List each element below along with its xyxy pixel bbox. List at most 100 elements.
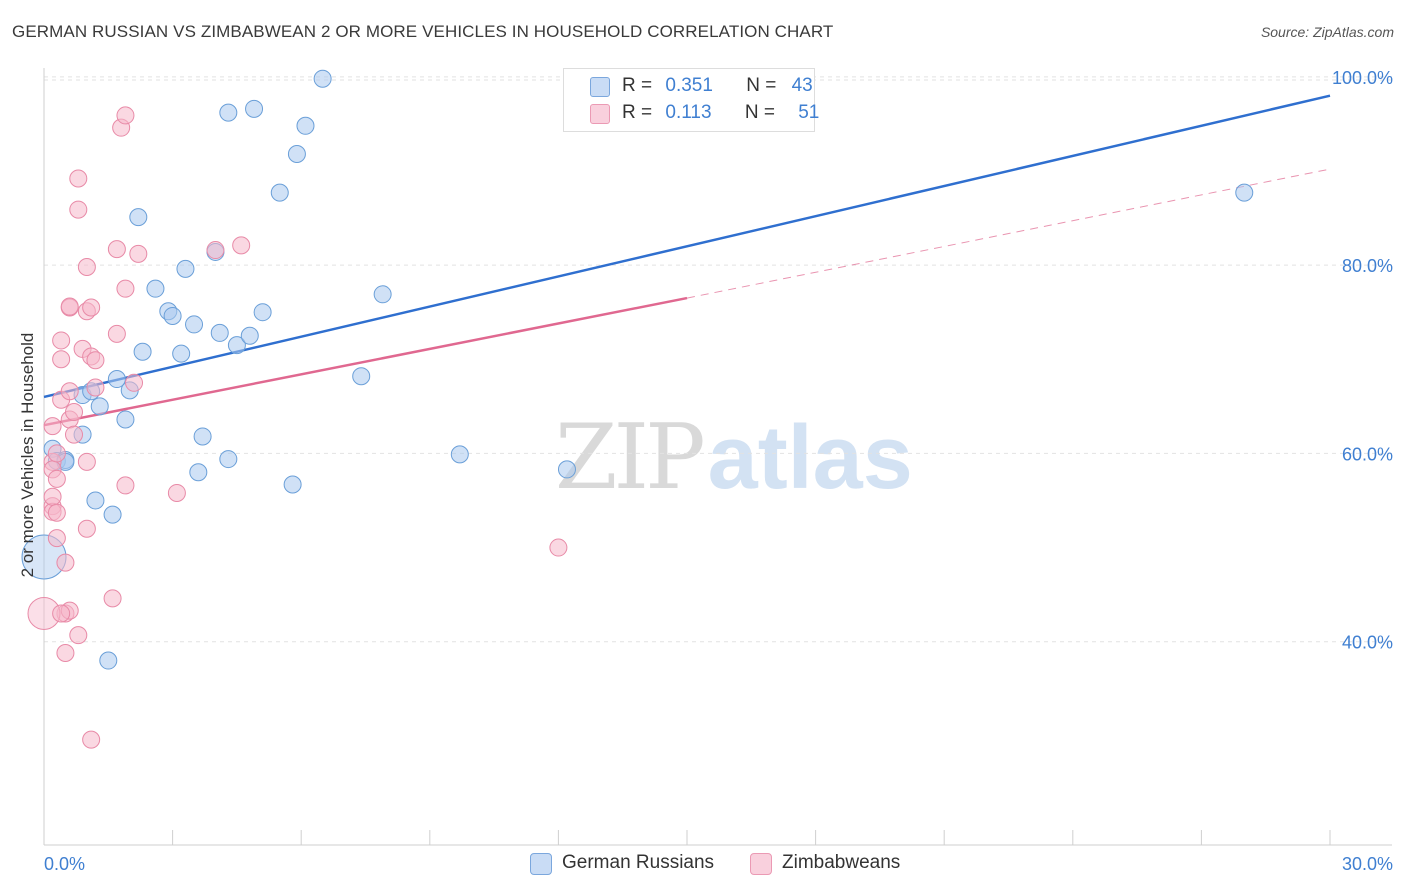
trend-line-zimbabweans [43, 296, 688, 427]
point-zimbabweans [60, 297, 79, 316]
point-german-russians [313, 69, 332, 88]
point-zimbabweans [129, 244, 148, 263]
point-german-russians [253, 303, 272, 322]
point-zimbabweans [69, 169, 88, 188]
point-german-russians [450, 445, 469, 464]
watermark-zip: ZIP [555, 405, 706, 510]
point-zimbabweans [77, 452, 96, 471]
bottom-legend-swatch [750, 853, 772, 875]
point-zimbabweans [56, 553, 75, 572]
point-german-russians [210, 323, 229, 342]
trend-line-german-russians [43, 94, 1331, 399]
point-zimbabweans [77, 519, 96, 538]
point-zimbabweans [82, 730, 101, 749]
point-zimbabweans [65, 425, 84, 444]
point-german-russians [90, 397, 109, 416]
point-german-russians [189, 463, 208, 482]
point-german-russians [86, 491, 105, 510]
legend-r-label: R = [622, 75, 653, 96]
point-zimbabweans [107, 324, 126, 343]
points-layer [21, 69, 1254, 749]
point-zimbabweans [43, 417, 62, 436]
point-german-russians [176, 259, 195, 278]
point-german-russians [373, 285, 392, 304]
point-german-russians [133, 342, 152, 361]
point-zimbabweans [86, 351, 105, 370]
point-german-russians [270, 183, 289, 202]
point-zimbabweans [69, 200, 88, 219]
x-tick-label-min: 0.0% [44, 854, 85, 874]
point-zimbabweans [56, 644, 75, 663]
point-german-russians [219, 103, 238, 122]
point-german-russians [193, 427, 212, 446]
legend-r-label: R = [622, 102, 653, 123]
y-tick-label: 100.0% [1332, 68, 1393, 88]
legend-n-label: N = [746, 75, 777, 96]
point-zimbabweans [69, 626, 88, 645]
watermark-atlas: atlas [707, 408, 913, 508]
point-german-russians [283, 475, 302, 494]
point-zimbabweans [82, 298, 101, 317]
y-tick-label: 60.0% [1342, 444, 1393, 464]
point-german-russians [185, 315, 204, 334]
point-zimbabweans [47, 503, 66, 522]
point-zimbabweans [47, 444, 66, 463]
point-zimbabweans [232, 236, 251, 255]
legend-n-value: 43 [791, 75, 813, 96]
point-zimbabweans [116, 476, 135, 495]
grid-layer [44, 76, 1392, 643]
point-zimbabweans [43, 487, 62, 506]
point-german-russians [129, 208, 148, 227]
point-zimbabweans [116, 106, 135, 125]
point-zimbabweans [52, 604, 71, 623]
trend-extension-zimbabweans [686, 168, 1331, 299]
point-zimbabweans [47, 469, 66, 488]
legend-r-value: 0.113 [665, 102, 712, 123]
legend-n-value: 51 [798, 102, 820, 123]
legend-swatch-german-russians [590, 77, 610, 97]
point-german-russians [296, 116, 315, 135]
point-german-russians [99, 651, 118, 670]
trend-layer [43, 94, 1331, 427]
bottom-legend-label: German Russians [562, 852, 715, 873]
point-german-russians [1235, 183, 1254, 202]
x-tick-label-max: 30.0% [1342, 854, 1393, 874]
point-zimbabweans [65, 402, 84, 421]
point-zimbabweans [103, 589, 122, 608]
point-german-russians [116, 410, 135, 429]
point-german-russians [107, 370, 126, 389]
point-zimbabweans [549, 538, 568, 557]
point-zimbabweans [52, 350, 71, 369]
point-german-russians [240, 326, 259, 345]
legend-r-value: 0.351 [665, 75, 713, 96]
stats-legend: R = 0.351 N = 43 R = 0.113 N = 51 [563, 68, 819, 132]
point-german-russians [227, 336, 246, 355]
chart-title: GERMAN RUSSIAN VS ZIMBABWEAN 2 OR MORE V… [12, 22, 834, 41]
y-tick-label: 40.0% [1342, 633, 1393, 653]
point-zimbabweans [77, 258, 96, 277]
point-german-russians [287, 145, 306, 164]
watermark: ZIPatlas [555, 405, 913, 510]
label-layer: 40.0% 60.0% 80.0% 100.0% 0.0% 30.0% 2 or more … [18, 68, 1393, 874]
point-zimbabweans [47, 529, 66, 548]
source-label: Source: ZipAtlas.com [1260, 24, 1394, 40]
point-zimbabweans [52, 331, 71, 350]
y-tick-label: 80.0% [1342, 256, 1393, 276]
point-zimbabweans [60, 382, 79, 401]
axis-layer [43, 68, 1392, 846]
legend-swatch-zimbabweans [590, 104, 610, 124]
point-zimbabweans [167, 483, 186, 502]
point-german-russians [352, 367, 371, 386]
point-german-russians [557, 460, 576, 479]
bottom-legend-label: Zimbabweans [782, 852, 901, 873]
point-german-russians [146, 279, 165, 298]
bottom-legend-swatch [530, 853, 552, 875]
point-zimbabweans [125, 373, 144, 392]
point-zimbabweans [116, 279, 135, 298]
point-german-russians [219, 450, 238, 469]
legend-n-label: N = [744, 102, 775, 123]
point-german-russians [172, 344, 191, 363]
y-axis-title: 2 or more Vehicles in Household [18, 333, 37, 578]
point-zimbabweans [86, 378, 105, 397]
